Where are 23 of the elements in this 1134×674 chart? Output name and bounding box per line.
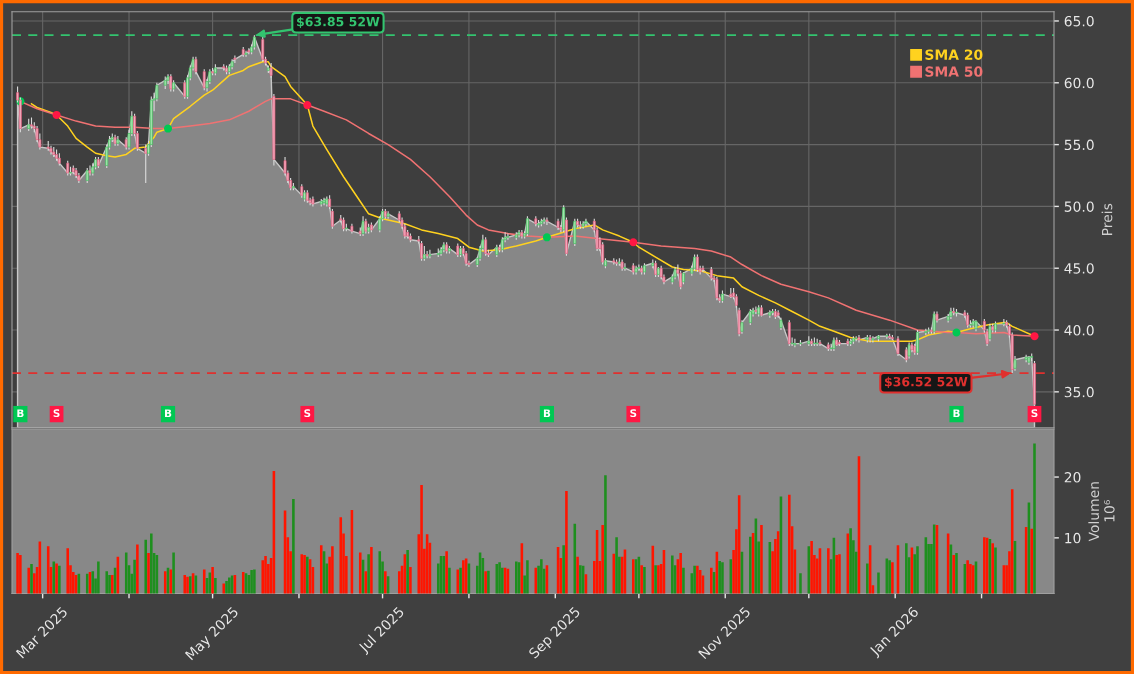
- annotation: B: [953, 409, 960, 417]
- annotation: S: [53, 409, 60, 418]
- y-axis-title: Preis: [1101, 203, 1113, 235]
- y-tick-label: 65.0: [1064, 15, 1094, 27]
- y-tick-label: 35.0: [1064, 386, 1094, 398]
- y-tick-label: 55.0: [1064, 139, 1094, 151]
- y-tick-label: 45.0: [1064, 263, 1094, 274]
- annotation: S: [630, 409, 637, 418]
- y-tick-label: 50.0: [1064, 201, 1094, 212]
- legend-label: SMA 20: [925, 49, 983, 60]
- y-tick-label: 40.0: [1064, 325, 1094, 336]
- annotation: B: [543, 409, 551, 417]
- annotation: B: [17, 409, 24, 417]
- y-tick-label: 10: [1065, 532, 1081, 544]
- y-tick-label: 20: [1064, 472, 1081, 483]
- annotation: $36.52 52W: [884, 376, 968, 389]
- annotation: S: [304, 409, 311, 418]
- annotation: S: [1031, 409, 1038, 418]
- annotation: B: [165, 409, 172, 417]
- y-tick-label: 60.0: [1064, 77, 1094, 89]
- annotation: $63.85 52W: [297, 16, 380, 28]
- y-axis-title: Volumen 10⁶: [1088, 482, 1115, 542]
- legend-label: SMA 50: [925, 66, 983, 77]
